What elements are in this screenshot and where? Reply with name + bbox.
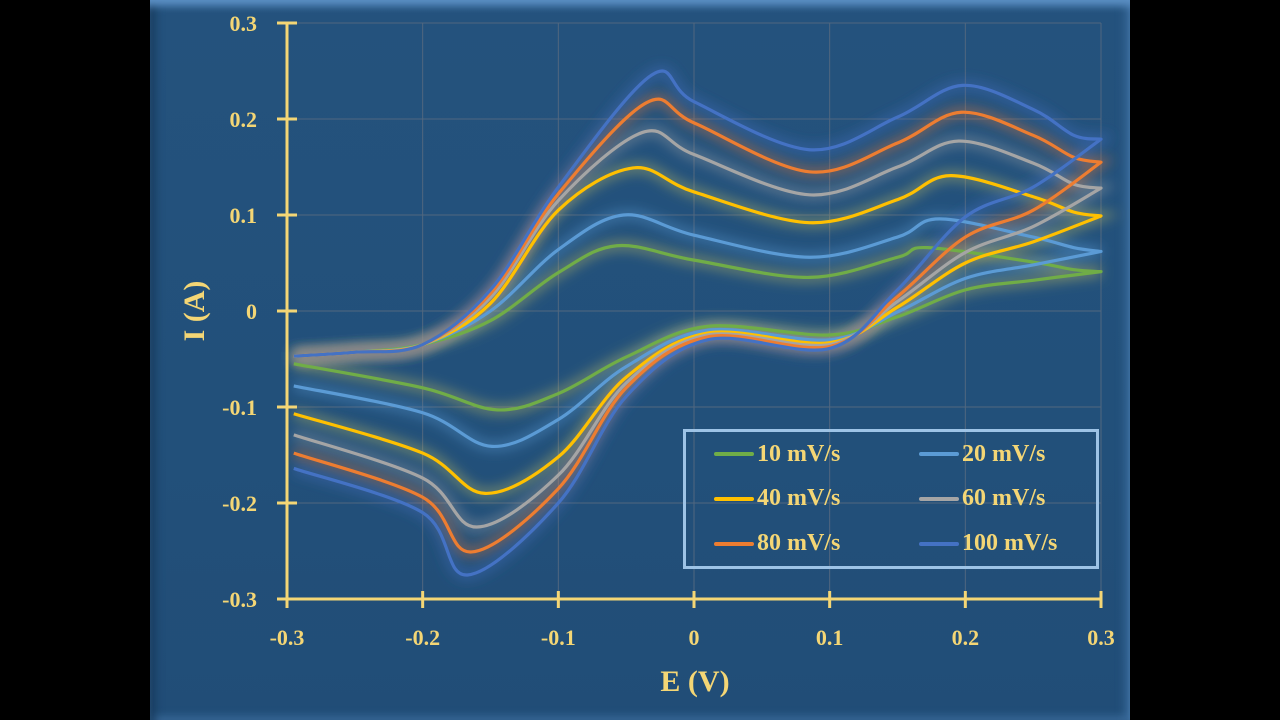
legend-item-60: 60 mV/s xyxy=(891,477,1096,522)
legend-item-80: 80 mV/s xyxy=(686,521,891,566)
series-10-mvs-curve xyxy=(293,243,1103,412)
y-tick-label: -0.3 xyxy=(222,587,257,612)
legend-item-20: 20 mV/s xyxy=(891,432,1096,477)
legend-label: 10 mV/s xyxy=(757,440,841,467)
curves xyxy=(293,69,1103,577)
y-tick-label: 0.3 xyxy=(230,11,258,36)
legend-swatch xyxy=(714,496,754,501)
legend-item-40: 40 mV/s xyxy=(686,477,891,522)
x-tick-label: 0.2 xyxy=(952,625,980,650)
x-tick-label: 0 xyxy=(689,625,700,650)
legend-swatch xyxy=(919,496,959,501)
legend-label: 80 mV/s xyxy=(757,530,841,557)
legend-label: 60 mV/s xyxy=(962,485,1046,512)
y-tick-label: 0 xyxy=(246,299,257,324)
series-20-mvs-curve xyxy=(293,213,1103,448)
legend-label: 40 mV/s xyxy=(757,485,841,512)
legend-swatch xyxy=(919,541,959,546)
y-tick-label: 0.2 xyxy=(230,107,258,132)
legend-label: 100 mV/s xyxy=(962,530,1058,557)
legend-swatch xyxy=(714,452,754,457)
y-axis-title: I (A) xyxy=(178,281,211,342)
x-tick-label: -0.1 xyxy=(541,625,576,650)
y-tick-label: -0.2 xyxy=(222,491,257,516)
legend-label: 20 mV/s xyxy=(962,440,1046,467)
legend: 10 mV/s 20 mV/s 40 mV/s 60 mV/s 80 mV/s … xyxy=(683,429,1099,569)
legend-swatch xyxy=(714,541,754,546)
axes: -0.3 -0.2 -0.1 0 0.1 0.2 0.3 -0.3 -0.2 -0.1 0 0.1 0.… xyxy=(222,11,1115,650)
y-tick-label: 0.1 xyxy=(230,203,258,228)
x-axis-title: E (V) xyxy=(660,665,729,698)
x-tick-label: 0.3 xyxy=(1087,625,1115,650)
series-100-mvs-curve xyxy=(293,69,1103,577)
x-tick-label: 0.1 xyxy=(816,625,844,650)
legend-item-100: 100 mV/s xyxy=(891,521,1096,566)
legend-item-10: 10 mV/s xyxy=(686,432,891,477)
x-tick-label: -0.2 xyxy=(405,625,440,650)
y-tick-label: -0.1 xyxy=(222,395,257,420)
series-80-mvs-curve xyxy=(293,97,1103,554)
series-60-mvs-curve xyxy=(293,129,1103,529)
legend-swatch xyxy=(919,452,959,457)
series-40-mvs-curve xyxy=(293,166,1103,496)
x-tick-label: -0.3 xyxy=(270,625,305,650)
